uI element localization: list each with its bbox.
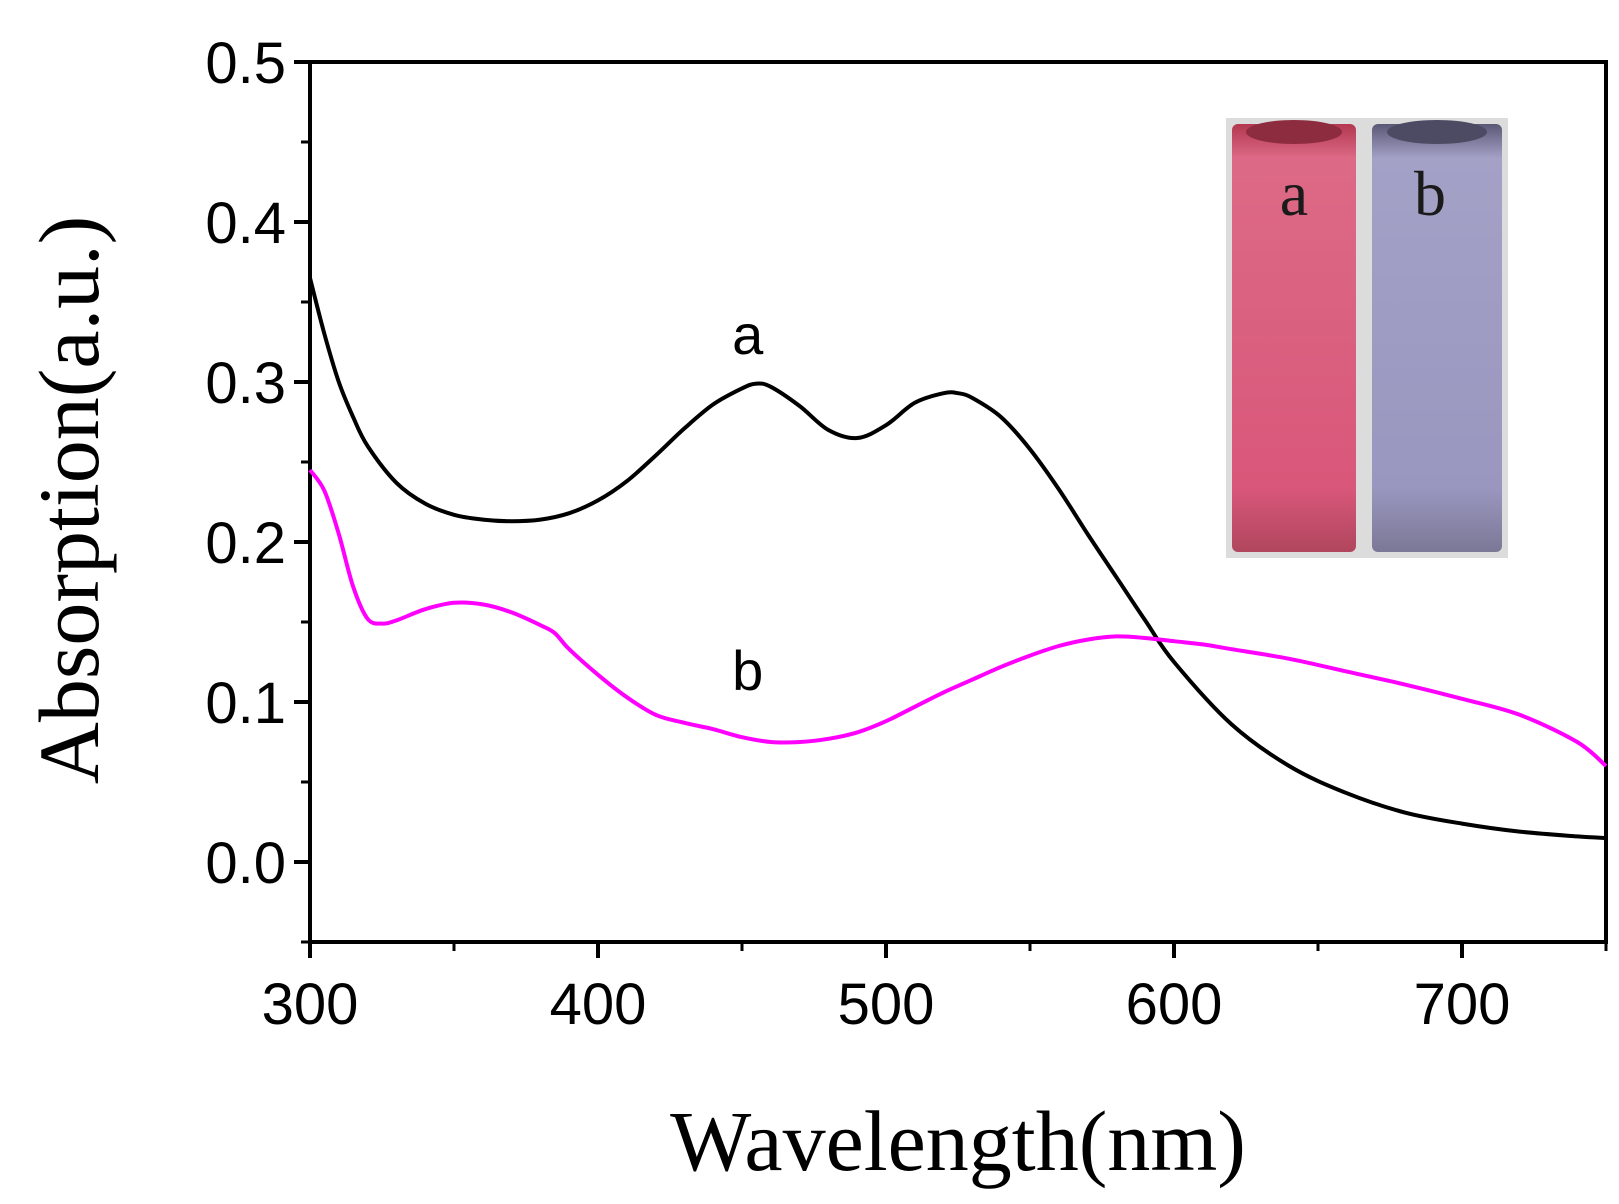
- x-axis-title: Wavelength(nm): [670, 1093, 1246, 1189]
- x-tick-label: 400: [550, 972, 647, 1037]
- y-axis-title: Absorption(a.u.): [21, 216, 117, 784]
- cuvette-a: [1232, 124, 1356, 552]
- y-tick-label: 0.5: [205, 31, 286, 96]
- x-tick-label: 700: [1414, 972, 1511, 1037]
- y-tick-label: 0.0: [205, 831, 286, 896]
- x-tick-label: 300: [262, 972, 359, 1037]
- series-b-label: b: [732, 639, 763, 702]
- y-tick-label: 0.3: [205, 351, 286, 416]
- series-a-line: [308, 277, 1607, 840]
- axis-ticks: [294, 60, 1608, 958]
- inset-photo: a b: [1226, 118, 1508, 558]
- x-tick-label: 500: [838, 972, 935, 1037]
- x-tick-label: 600: [1126, 972, 1223, 1037]
- cuvette-b-meniscus: [1387, 120, 1487, 144]
- series-a-label: a: [732, 303, 764, 366]
- inset-label-b: b: [1414, 158, 1446, 229]
- series-b-line: [308, 468, 1608, 768]
- y-tick-label: 0.2: [205, 511, 286, 576]
- tick-labels: 300 400 500 600 700 0.0 0.1 0.2 0.3 0.4 0.5: [205, 31, 1510, 1037]
- inset-label-a: a: [1280, 158, 1308, 229]
- y-tick-label: 0.1: [205, 671, 286, 736]
- cuvette-a-meniscus: [1246, 120, 1342, 144]
- plot-frame: [308, 60, 1608, 944]
- y-tick-label: 0.4: [205, 191, 286, 256]
- cuvette-b: [1372, 124, 1502, 552]
